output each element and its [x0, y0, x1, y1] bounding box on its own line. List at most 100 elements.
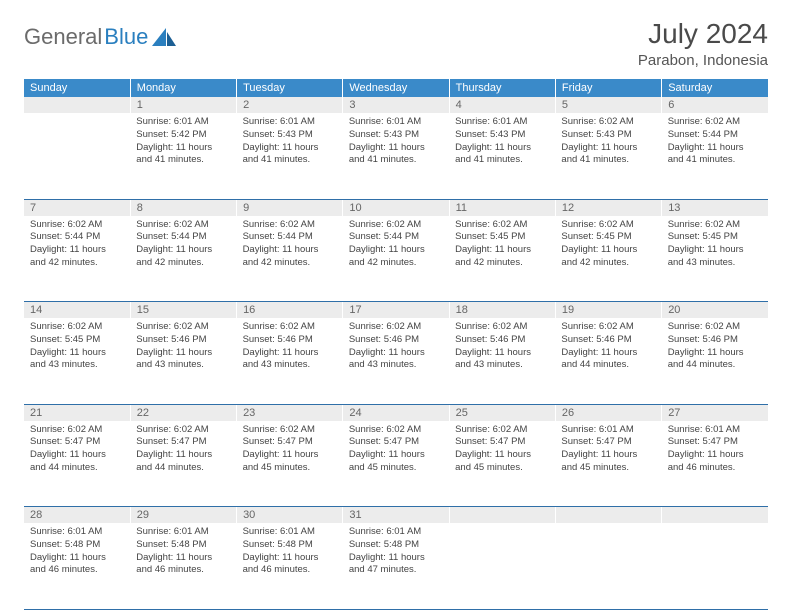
day-cell: Sunrise: 6:01 AMSunset: 5:48 PMDaylight:…: [343, 523, 449, 609]
day-number-cell: 1: [130, 97, 236, 113]
day-number-cell: 24: [343, 404, 449, 421]
day-number-cell: 21: [24, 404, 130, 421]
day-cell: Sunrise: 6:02 AMSunset: 5:44 PMDaylight:…: [24, 216, 130, 302]
day-number-cell: 6: [662, 97, 768, 113]
day-number-cell: 28: [24, 507, 130, 524]
day-cell: Sunrise: 6:01 AMSunset: 5:43 PMDaylight:…: [449, 113, 555, 199]
day-number-cell: 31: [343, 507, 449, 524]
day-number-cell: 13: [662, 199, 768, 216]
day-cell: Sunrise: 6:01 AMSunset: 5:42 PMDaylight:…: [130, 113, 236, 199]
day-number-cell: [24, 97, 130, 113]
day-cell-body: Sunrise: 6:01 AMSunset: 5:42 PMDaylight:…: [130, 113, 236, 171]
day-body-row: Sunrise: 6:02 AMSunset: 5:47 PMDaylight:…: [24, 421, 768, 507]
calendar-body: 123456Sunrise: 6:01 AMSunset: 5:42 PMDay…: [24, 97, 768, 609]
day-cell-body: Sunrise: 6:02 AMSunset: 5:46 PMDaylight:…: [555, 318, 661, 376]
day-number-cell: 11: [449, 199, 555, 216]
day-cell: Sunrise: 6:02 AMSunset: 5:44 PMDaylight:…: [343, 216, 449, 302]
day-cell-body: Sunrise: 6:02 AMSunset: 5:45 PMDaylight:…: [555, 216, 661, 274]
day-number-cell: 23: [237, 404, 343, 421]
day-number-cell: 15: [130, 302, 236, 319]
day-cell-body: Sunrise: 6:02 AMSunset: 5:43 PMDaylight:…: [555, 113, 661, 171]
day-cell: Sunrise: 6:02 AMSunset: 5:45 PMDaylight:…: [24, 318, 130, 404]
weekday-row: SundayMondayTuesdayWednesdayThursdayFrid…: [24, 79, 768, 97]
day-cell: Sunrise: 6:01 AMSunset: 5:47 PMDaylight:…: [555, 421, 661, 507]
logo-text-blue: Blue: [104, 24, 148, 50]
day-number-cell: 26: [555, 404, 661, 421]
day-cell-body: Sunrise: 6:01 AMSunset: 5:48 PMDaylight:…: [130, 523, 236, 581]
logo-text-general: General: [24, 24, 102, 50]
day-number-cell: [449, 507, 555, 524]
day-cell: Sunrise: 6:02 AMSunset: 5:46 PMDaylight:…: [237, 318, 343, 404]
day-cell: Sunrise: 6:02 AMSunset: 5:44 PMDaylight:…: [130, 216, 236, 302]
day-cell: Sunrise: 6:01 AMSunset: 5:47 PMDaylight:…: [662, 421, 768, 507]
weekday-header: Sunday: [24, 79, 130, 97]
day-cell-body: Sunrise: 6:02 AMSunset: 5:44 PMDaylight:…: [343, 216, 449, 274]
day-cell: Sunrise: 6:02 AMSunset: 5:46 PMDaylight:…: [130, 318, 236, 404]
day-cell: Sunrise: 6:02 AMSunset: 5:47 PMDaylight:…: [449, 421, 555, 507]
day-number-row: 14151617181920: [24, 302, 768, 319]
day-body-row: Sunrise: 6:01 AMSunset: 5:42 PMDaylight:…: [24, 113, 768, 199]
day-cell-body: Sunrise: 6:01 AMSunset: 5:48 PMDaylight:…: [343, 523, 449, 581]
day-cell-body: Sunrise: 6:01 AMSunset: 5:43 PMDaylight:…: [343, 113, 449, 171]
day-cell-body: Sunrise: 6:01 AMSunset: 5:43 PMDaylight:…: [237, 113, 343, 171]
day-number-cell: 18: [449, 302, 555, 319]
day-number-cell: 14: [24, 302, 130, 319]
day-cell-body: Sunrise: 6:02 AMSunset: 5:44 PMDaylight:…: [130, 216, 236, 274]
weekday-header: Thursday: [449, 79, 555, 97]
day-number-cell: 7: [24, 199, 130, 216]
day-cell-body: Sunrise: 6:01 AMSunset: 5:47 PMDaylight:…: [662, 421, 768, 479]
day-cell: Sunrise: 6:02 AMSunset: 5:43 PMDaylight:…: [555, 113, 661, 199]
day-cell: Sunrise: 6:02 AMSunset: 5:47 PMDaylight:…: [24, 421, 130, 507]
month-title: July 2024: [638, 18, 768, 50]
day-cell: Sunrise: 6:02 AMSunset: 5:47 PMDaylight:…: [237, 421, 343, 507]
day-cell-body: Sunrise: 6:02 AMSunset: 5:44 PMDaylight:…: [237, 216, 343, 274]
day-cell-body: Sunrise: 6:02 AMSunset: 5:45 PMDaylight:…: [449, 216, 555, 274]
day-number-cell: 4: [449, 97, 555, 113]
day-number-cell: 9: [237, 199, 343, 216]
day-number-cell: 12: [555, 199, 661, 216]
day-number-cell: 17: [343, 302, 449, 319]
day-cell: [662, 523, 768, 609]
day-number-cell: 2: [237, 97, 343, 113]
day-cell-body: Sunrise: 6:01 AMSunset: 5:43 PMDaylight:…: [449, 113, 555, 171]
day-cell: Sunrise: 6:02 AMSunset: 5:44 PMDaylight:…: [237, 216, 343, 302]
day-cell: Sunrise: 6:01 AMSunset: 5:43 PMDaylight:…: [237, 113, 343, 199]
weekday-header: Wednesday: [343, 79, 449, 97]
title-block: July 2024 Parabon, Indonesia: [638, 18, 768, 69]
day-cell: [449, 523, 555, 609]
day-number-cell: 30: [237, 507, 343, 524]
day-number-row: 21222324252627: [24, 404, 768, 421]
day-body-row: Sunrise: 6:02 AMSunset: 5:45 PMDaylight:…: [24, 318, 768, 404]
day-cell: Sunrise: 6:01 AMSunset: 5:43 PMDaylight:…: [343, 113, 449, 199]
day-cell-body: Sunrise: 6:02 AMSunset: 5:44 PMDaylight:…: [24, 216, 130, 274]
day-cell-body: Sunrise: 6:02 AMSunset: 5:47 PMDaylight:…: [24, 421, 130, 479]
day-number-row: 123456: [24, 97, 768, 113]
day-cell-body: Sunrise: 6:02 AMSunset: 5:46 PMDaylight:…: [237, 318, 343, 376]
logo: GeneralBlue: [24, 18, 176, 50]
day-cell: Sunrise: 6:02 AMSunset: 5:46 PMDaylight:…: [343, 318, 449, 404]
weekday-header: Saturday: [662, 79, 768, 97]
day-cell-body: Sunrise: 6:01 AMSunset: 5:48 PMDaylight:…: [237, 523, 343, 581]
day-cell: Sunrise: 6:02 AMSunset: 5:46 PMDaylight:…: [662, 318, 768, 404]
day-cell: Sunrise: 6:01 AMSunset: 5:48 PMDaylight:…: [237, 523, 343, 609]
day-cell: Sunrise: 6:02 AMSunset: 5:46 PMDaylight:…: [449, 318, 555, 404]
day-cell-body: Sunrise: 6:01 AMSunset: 5:48 PMDaylight:…: [24, 523, 130, 581]
day-number-row: 78910111213: [24, 199, 768, 216]
day-number-cell: 5: [555, 97, 661, 113]
logo-sail-icon: [152, 28, 176, 46]
header: GeneralBlue July 2024 Parabon, Indonesia: [24, 18, 768, 69]
day-number-cell: 3: [343, 97, 449, 113]
day-cell: Sunrise: 6:02 AMSunset: 5:45 PMDaylight:…: [555, 216, 661, 302]
day-number-cell: 10: [343, 199, 449, 216]
day-cell-body: Sunrise: 6:02 AMSunset: 5:46 PMDaylight:…: [343, 318, 449, 376]
day-cell-body: Sunrise: 6:02 AMSunset: 5:46 PMDaylight:…: [662, 318, 768, 376]
day-body-row: Sunrise: 6:02 AMSunset: 5:44 PMDaylight:…: [24, 216, 768, 302]
day-cell-body: Sunrise: 6:02 AMSunset: 5:46 PMDaylight:…: [449, 318, 555, 376]
location: Parabon, Indonesia: [638, 52, 768, 69]
day-cell-body: Sunrise: 6:02 AMSunset: 5:44 PMDaylight:…: [662, 113, 768, 171]
day-cell: Sunrise: 6:01 AMSunset: 5:48 PMDaylight:…: [24, 523, 130, 609]
day-number-cell: [555, 507, 661, 524]
day-cell-body: Sunrise: 6:02 AMSunset: 5:46 PMDaylight:…: [130, 318, 236, 376]
day-body-row: Sunrise: 6:01 AMSunset: 5:48 PMDaylight:…: [24, 523, 768, 609]
day-cell-body: Sunrise: 6:02 AMSunset: 5:47 PMDaylight:…: [449, 421, 555, 479]
